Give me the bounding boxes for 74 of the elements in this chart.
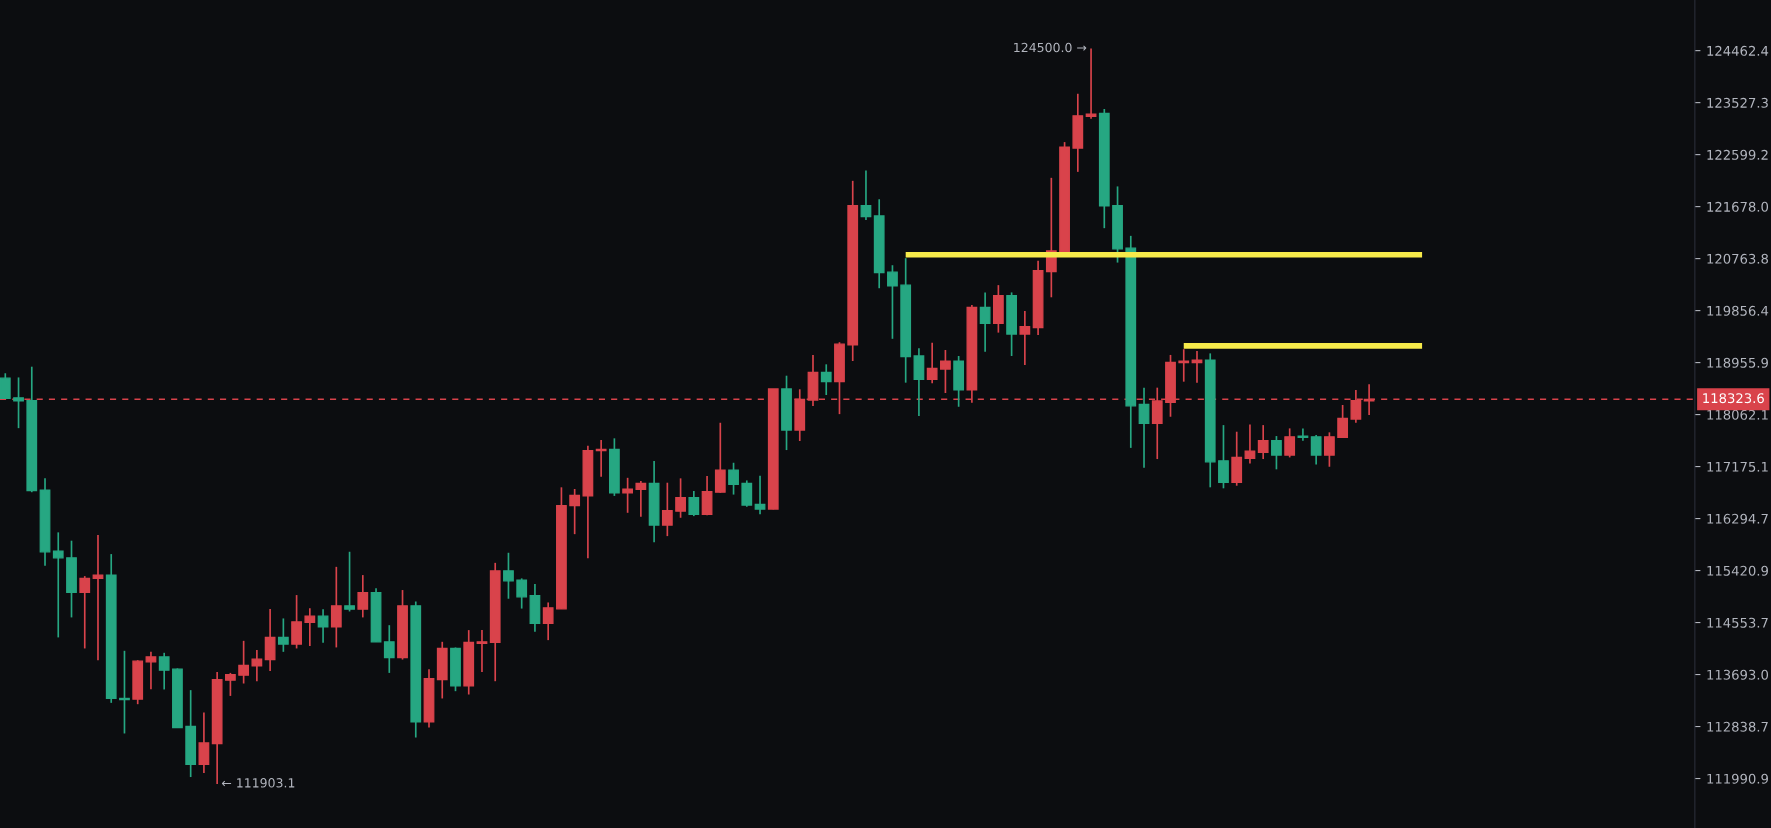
candlestick	[277, 617, 289, 653]
y-tick-label: 115420.9	[1707, 565, 1768, 576]
candlestick	[979, 291, 991, 353]
candlestick	[198, 711, 210, 774]
candlestick	[754, 474, 766, 516]
candlestick	[675, 477, 686, 519]
y-tick-label: 114553.7	[1707, 617, 1768, 628]
y-tick-label: 121678.0	[1707, 201, 1769, 212]
y-tick-label: 118062.1	[1707, 409, 1768, 420]
annotation: 124500.0 →	[1014, 42, 1087, 53]
y-tick-label: 116294.7	[1707, 513, 1768, 524]
candlestick	[887, 264, 898, 340]
candlestick	[860, 169, 872, 221]
candlestick	[1191, 350, 1203, 384]
candlestick	[52, 531, 64, 639]
candlestick	[661, 481, 673, 537]
candlestick	[741, 479, 753, 508]
y-tick-label: 118955.9	[1707, 357, 1768, 368]
candlestick	[542, 601, 554, 641]
candlestick	[357, 574, 369, 619]
candlestick	[344, 550, 355, 613]
y-tick-label: 119856.4	[1707, 305, 1769, 316]
y-tick-label: 124462.4	[1707, 45, 1769, 56]
candlestick	[940, 349, 951, 394]
candlestick	[79, 575, 91, 650]
candlestick	[728, 461, 739, 496]
y-tick-label: 122599.2	[1707, 149, 1768, 160]
candlestick	[317, 608, 329, 644]
y-tick-label: 113693.0	[1707, 669, 1769, 680]
candlestick	[1244, 423, 1256, 465]
y-tick-label: 112838.7	[1707, 721, 1768, 732]
candlestick	[145, 650, 157, 690]
candlestick	[622, 476, 634, 514]
candlestick	[251, 649, 263, 683]
candlestick	[1257, 424, 1269, 460]
y-tick-label: 123527.3	[1707, 97, 1768, 108]
candlestick	[1284, 427, 1296, 459]
ref-line-label: 118323.6	[1703, 393, 1764, 404]
candlestick	[926, 341, 938, 385]
candlestick	[1297, 427, 1309, 442]
candlestick	[238, 640, 250, 685]
candlestick	[1085, 47, 1097, 120]
candlestick	[569, 488, 581, 535]
candlestick	[225, 672, 236, 697]
candlestick	[820, 363, 832, 396]
candlestick	[503, 551, 514, 600]
candlestick	[304, 607, 316, 647]
candlestick	[714, 421, 726, 494]
candlestick	[1218, 424, 1229, 490]
candlestick	[330, 566, 342, 649]
annotation: ← 111903.1	[221, 778, 295, 788]
y-tick-label: 120763.8	[1707, 253, 1769, 264]
candlestick	[291, 594, 302, 650]
candlestick	[913, 347, 925, 417]
y-tick-label: 117175.1	[1707, 461, 1768, 472]
candlestick	[1138, 386, 1150, 469]
candlestick	[383, 624, 395, 674]
candlestick	[1324, 431, 1335, 468]
candlestick	[688, 490, 700, 517]
y-tick-label: 111990.9	[1707, 773, 1768, 784]
candlestick	[1019, 310, 1031, 366]
candlestick	[1178, 348, 1190, 383]
candlestick	[264, 608, 276, 672]
candlestick	[92, 534, 104, 662]
candlestick	[158, 651, 170, 691]
candlestick	[13, 376, 24, 429]
candlestick	[1337, 404, 1349, 439]
candlestick	[635, 480, 647, 518]
candlestick	[476, 629, 488, 673]
candlestick	[701, 475, 713, 517]
candlestick	[516, 577, 528, 610]
candlestick	[1310, 434, 1322, 466]
candlestick	[1271, 435, 1282, 471]
candlestick	[0, 372, 11, 400]
